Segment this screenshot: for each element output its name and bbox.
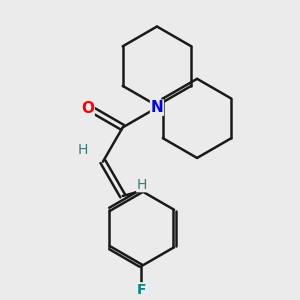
Text: O: O — [81, 101, 94, 116]
Text: N: N — [151, 100, 163, 115]
Text: F: F — [137, 283, 146, 297]
Text: H: H — [136, 178, 147, 192]
Text: H: H — [77, 143, 88, 157]
